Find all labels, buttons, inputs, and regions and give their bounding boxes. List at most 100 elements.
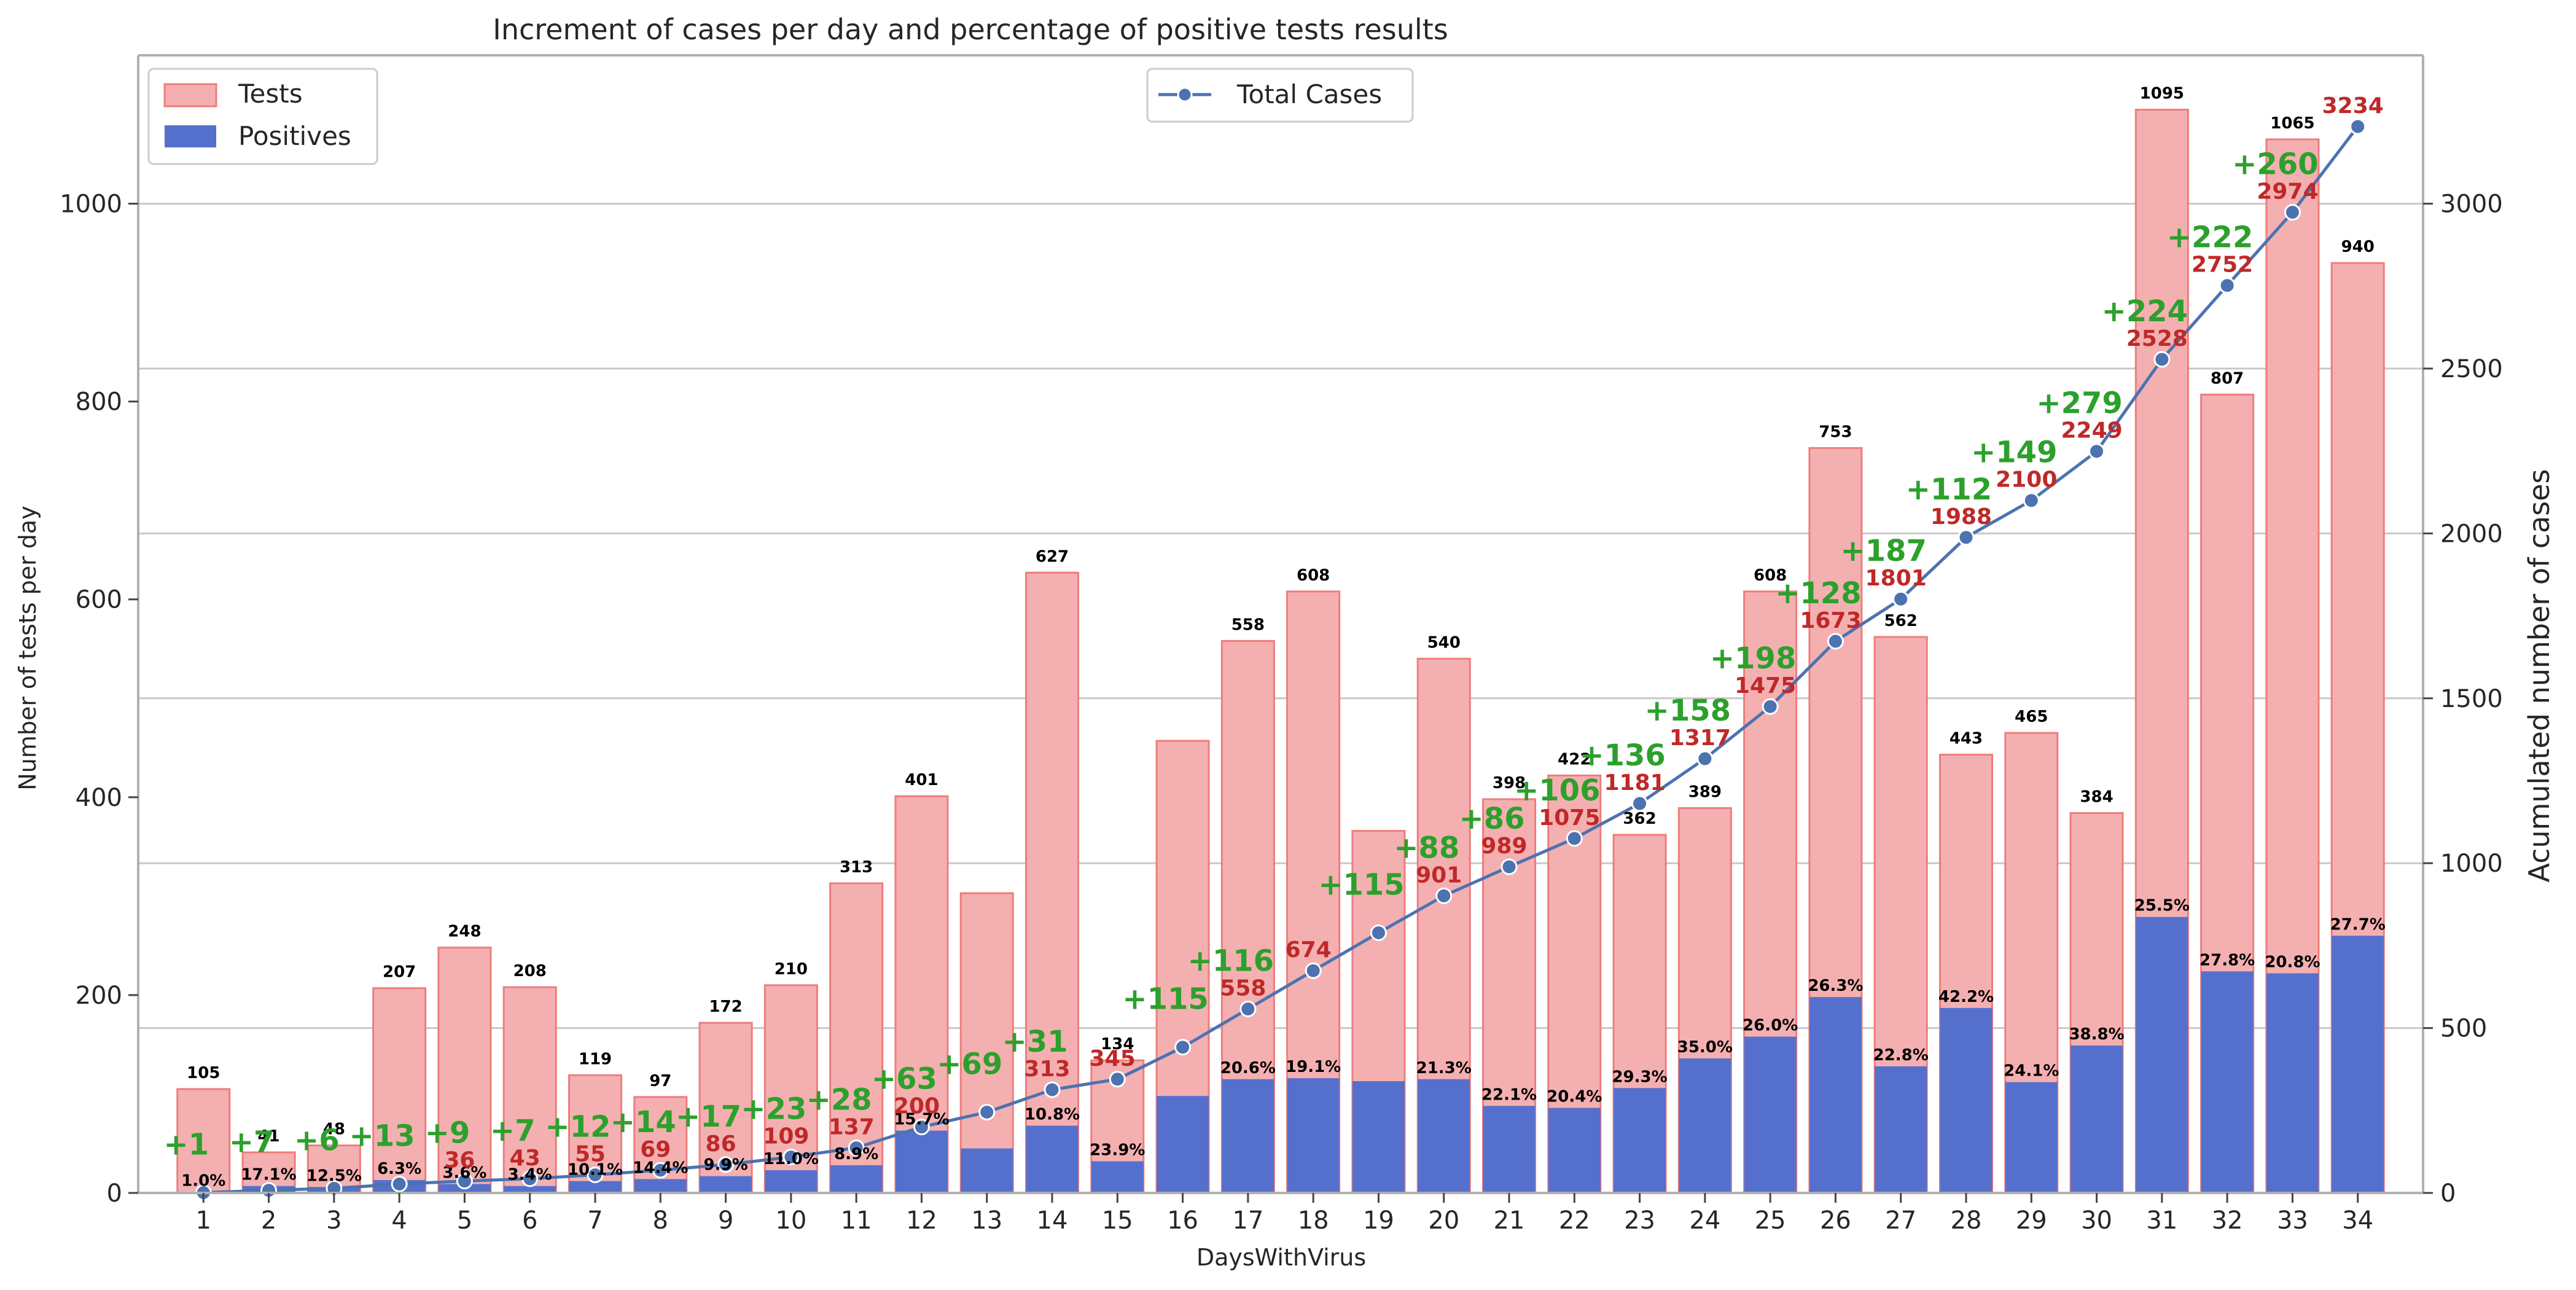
increment-label: +69 (937, 1047, 1002, 1081)
positives-bar (1679, 1058, 1731, 1193)
x-tick-label: 1 (196, 1206, 211, 1235)
tests-value-label: 248 (448, 923, 481, 941)
x-tick-label: 34 (2342, 1206, 2373, 1235)
total-cases-label: 2974 (2257, 179, 2318, 205)
tests-value-label: 207 (383, 963, 416, 982)
positives-percent-label: 10.1% (568, 1161, 623, 1179)
bars (176, 109, 2385, 1194)
total-cases-label: 43 (510, 1146, 541, 1171)
total-cases-point (2088, 443, 2106, 460)
positives-percent-label: 20.4% (1547, 1088, 1602, 1106)
positives-percent-label: 8.9% (834, 1145, 878, 1163)
x-tick-label: 4 (391, 1206, 407, 1235)
increment-label: +128 (1775, 576, 1861, 611)
legend-total-cases-label: Total Cases (1236, 79, 1382, 109)
total-cases-point (1957, 529, 1975, 546)
tests-value-label: 807 (2211, 369, 2244, 388)
x-tick-label: 13 (971, 1206, 1002, 1235)
y-left-tick-label: 200 (76, 982, 122, 1010)
increment-label: +222 (2167, 221, 2253, 255)
total-cases-label: 69 (640, 1137, 671, 1162)
increment-label: +7 (490, 1114, 536, 1148)
tests-value-label: 384 (2080, 788, 2113, 807)
total-cases-label: 989 (1481, 834, 1527, 859)
x-tick-label: 28 (1951, 1206, 1982, 1235)
x-tick-label: 31 (2146, 1206, 2177, 1235)
total-cases-label: 2249 (2061, 418, 2122, 444)
tests-value-label: 422 (1558, 750, 1591, 768)
total-cases-label: 313 (1024, 1057, 1070, 1082)
total-cases-label: 558 (1220, 975, 1266, 1001)
y-right-tick-label: 0 (2440, 1179, 2456, 1208)
positives-bar (1548, 1108, 1601, 1193)
x-tick-label: 18 (1298, 1206, 1329, 1235)
legend-total-cases-marker (1177, 87, 1193, 103)
tests-value-label: 627 (1036, 547, 1069, 566)
positives-percent-label: 12.5% (306, 1167, 362, 1185)
increment-label: +63 (872, 1062, 937, 1096)
total-cases-point (587, 1166, 604, 1183)
positives-bar (1222, 1079, 1274, 1193)
positives-bar (1940, 1007, 1992, 1193)
positives-percent-label: 29.3% (1612, 1068, 1667, 1086)
total-cases-point (2153, 351, 2171, 368)
increment-label: +1 (163, 1127, 209, 1162)
x-tick-label: 15 (1102, 1206, 1133, 1235)
x-tick-label: 27 (1885, 1206, 1916, 1235)
increment-label: +224 (2102, 294, 2188, 329)
total-cases-point (2219, 277, 2236, 294)
total-cases-point (2284, 204, 2301, 221)
positives-percent-label: 1.0% (181, 1171, 225, 1190)
positives-percent-label: 21.3% (1416, 1059, 1472, 1077)
total-cases-point (1501, 858, 1518, 875)
tests-value-label: 105 (187, 1064, 220, 1082)
x-tick-label: 23 (1624, 1206, 1655, 1235)
total-cases-point (1239, 1000, 1257, 1017)
tests-value-label: 41 (257, 1127, 279, 1146)
tests-value-label: 540 (1427, 633, 1461, 652)
x-tick-label: 19 (1363, 1206, 1394, 1235)
increment-label: +6 (294, 1123, 340, 1157)
total-cases-point (1892, 590, 1910, 608)
tests-value-label: 940 (2341, 238, 2375, 256)
x-tick-label: 16 (1167, 1206, 1198, 1235)
increment-label: +17 (676, 1100, 741, 1134)
total-cases-point (848, 1139, 865, 1156)
total-cases-point (1696, 750, 1714, 767)
total-cases-label: 109 (763, 1124, 809, 1149)
positives-bar (961, 1148, 1013, 1193)
total-cases-point (456, 1173, 473, 1190)
positives-bar (765, 1170, 818, 1193)
increment-label: +86 (1459, 802, 1524, 836)
legend-line: Total Cases (1146, 68, 1414, 123)
total-cases-label: 137 (829, 1114, 875, 1140)
increment-label: +116 (1188, 944, 1274, 978)
total-cases-point (1370, 924, 1387, 941)
total-cases-label: 1075 (1539, 805, 1600, 831)
total-cases-point (391, 1176, 408, 1193)
positives-percent-label: 20.8% (2265, 953, 2320, 971)
total-cases-point (1566, 830, 1583, 847)
legend-positives-swatch (165, 125, 216, 147)
x-tick-label: 30 (2081, 1206, 2112, 1235)
positives-bar (2201, 971, 2254, 1193)
x-tick-label: 7 (587, 1206, 603, 1235)
x-tick-label: 33 (2277, 1206, 2308, 1235)
tests-value-label: 134 (1101, 1035, 1134, 1054)
increment-label: +13 (349, 1119, 415, 1154)
total-cases-label: 86 (706, 1132, 736, 1157)
y-axis-left-label: Number of tests per day (14, 506, 41, 790)
positives-percent-label: 3.4% (508, 1166, 552, 1184)
increment-label: +187 (1841, 534, 1927, 568)
positives-percent-label: 27.7% (2330, 915, 2386, 934)
x-tick-label: 9 (718, 1206, 733, 1235)
total-cases-label: 36 (444, 1148, 475, 1173)
total-cases-point (2349, 118, 2367, 135)
x-tick-label: 24 (1689, 1206, 1720, 1235)
tests-bar (1025, 571, 1080, 1194)
total-cases-label: 55 (575, 1141, 606, 1167)
tests-value-label: 172 (709, 998, 742, 1016)
tests-value-label: 398 (1493, 774, 1526, 792)
total-cases-label: 3234 (2322, 93, 2384, 119)
positives-bar (504, 1186, 556, 1193)
